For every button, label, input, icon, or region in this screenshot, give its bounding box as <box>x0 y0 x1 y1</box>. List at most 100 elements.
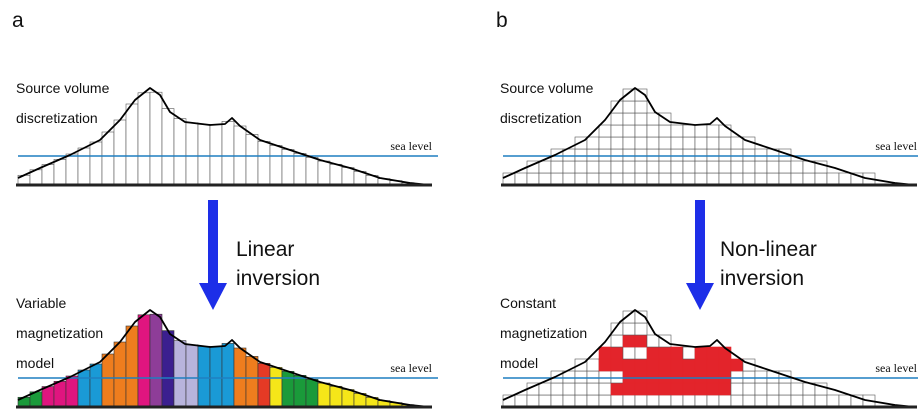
cell <box>694 160 708 174</box>
cell <box>586 358 600 372</box>
cell <box>646 370 660 384</box>
cell <box>586 136 600 150</box>
column <box>53 159 67 186</box>
cell <box>622 160 636 174</box>
cell <box>766 172 780 186</box>
column <box>149 313 163 408</box>
cell <box>742 160 756 174</box>
cell <box>694 358 708 372</box>
cell <box>706 346 720 360</box>
cell <box>586 172 600 186</box>
column <box>173 118 187 186</box>
cell <box>802 394 816 408</box>
cell <box>658 394 672 408</box>
cell <box>658 160 672 174</box>
sea-level-label: sea level <box>875 139 917 153</box>
cell <box>742 172 756 186</box>
cell <box>730 358 744 372</box>
column <box>269 367 283 408</box>
column <box>161 330 175 408</box>
cell <box>622 148 636 162</box>
caption: magnetization <box>16 325 103 341</box>
cell <box>682 358 696 372</box>
arrow-label: inversion <box>720 267 804 290</box>
cell <box>550 160 564 174</box>
cell <box>622 346 636 360</box>
column <box>293 153 307 186</box>
cell <box>526 394 540 408</box>
cell <box>622 394 636 408</box>
caption: Variable <box>16 295 67 311</box>
column <box>53 381 67 408</box>
cell <box>646 346 660 360</box>
column <box>209 346 223 408</box>
column <box>305 157 319 186</box>
arrow-head <box>199 283 227 310</box>
cell <box>694 124 708 138</box>
cell <box>646 160 660 174</box>
cell <box>622 358 636 372</box>
cell <box>670 172 684 186</box>
cell <box>706 370 720 384</box>
column <box>137 92 151 186</box>
cell <box>562 172 576 186</box>
cell <box>790 172 804 186</box>
cell <box>682 382 696 396</box>
cell <box>562 160 576 174</box>
cell <box>826 394 840 408</box>
cell <box>538 160 552 174</box>
cell <box>706 394 720 408</box>
caption: Constant <box>500 295 556 311</box>
cell <box>610 160 624 174</box>
column <box>149 91 163 186</box>
cell <box>634 334 648 348</box>
column <box>173 340 187 408</box>
cell <box>814 172 828 186</box>
cell <box>622 88 636 102</box>
cell <box>778 172 792 186</box>
cell <box>538 394 552 408</box>
cell <box>730 370 744 384</box>
scene <box>16 309 438 409</box>
cell <box>646 358 660 372</box>
cell <box>610 124 624 138</box>
cell <box>754 382 768 396</box>
cell <box>586 394 600 408</box>
cell <box>574 148 588 162</box>
cell <box>574 382 588 396</box>
cell <box>718 394 732 408</box>
cell <box>646 334 660 348</box>
cell <box>622 124 636 138</box>
column <box>305 379 319 408</box>
cell <box>634 346 648 360</box>
cell <box>610 394 624 408</box>
column <box>293 375 307 408</box>
cell <box>610 334 624 348</box>
cell <box>658 148 672 162</box>
cell <box>586 370 600 384</box>
cell <box>634 172 648 186</box>
cell <box>634 322 648 336</box>
cell <box>550 382 564 396</box>
cell <box>562 382 576 396</box>
cell <box>634 160 648 174</box>
column <box>257 141 271 186</box>
cell <box>574 394 588 408</box>
cell <box>646 382 660 396</box>
cell <box>778 382 792 396</box>
cell <box>598 136 612 150</box>
topography <box>17 87 431 186</box>
cell <box>718 160 732 174</box>
cell <box>730 148 744 162</box>
cell <box>718 358 732 372</box>
cell <box>694 394 708 408</box>
column <box>113 119 127 186</box>
cell <box>634 148 648 162</box>
column <box>245 356 259 408</box>
cell <box>658 136 672 150</box>
cell <box>766 160 780 174</box>
cell <box>838 172 852 186</box>
cell <box>682 160 696 174</box>
column <box>281 149 295 186</box>
column <box>113 341 127 408</box>
